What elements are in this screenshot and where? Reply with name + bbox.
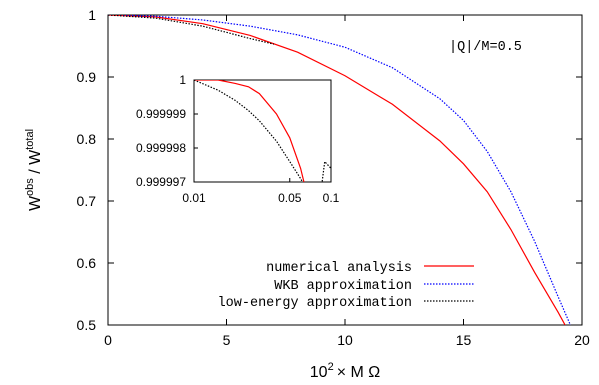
charge-ratio-annotation: |Q|/M=0.5 xyxy=(449,40,522,55)
main-y-tick-label: 0.9 xyxy=(77,69,97,85)
main-x-tick-label: 20 xyxy=(574,332,590,348)
main-x-tick-label: 15 xyxy=(456,332,472,348)
inset-plot-frame xyxy=(193,79,332,183)
inset-x-tick-label: 0.05 xyxy=(278,191,302,205)
main-y-tick-label: 0.6 xyxy=(77,255,97,271)
main-plot-lines xyxy=(108,15,572,325)
inset-y-tick-label: 0.999997 xyxy=(136,175,186,189)
inset-series-line-1 xyxy=(194,80,331,182)
inset-y-tick-label: 0.999998 xyxy=(136,141,186,155)
x-axis-label: 102 × M Ω xyxy=(310,361,380,381)
main-y-tick-label: 0.8 xyxy=(77,131,97,147)
inset-plot-lines xyxy=(194,80,331,182)
inset-y-tick-label: 1 xyxy=(179,73,186,87)
inset-y-tick-label: 0.999999 xyxy=(136,107,186,121)
inset-axis-ticks: 0.01 0.05 0.1 0.999997 0.999998 0.999999 1 xyxy=(136,73,340,205)
legend: numerical analysis WKB approximation low… xyxy=(218,261,474,311)
legend-label-low-energy: low-energy approximation xyxy=(218,296,412,311)
main-x-tick-label: 5 xyxy=(223,332,231,348)
inset-x-tick-label: 0.01 xyxy=(182,191,206,205)
inset-series-line-0 xyxy=(194,80,325,182)
legend-label-numerical: numerical analysis xyxy=(266,261,412,276)
main-y-tick-label: 0.7 xyxy=(77,193,97,209)
main-series-line-0 xyxy=(108,15,566,325)
main-y-tick-label: 0.5 xyxy=(77,317,97,333)
y-axis-label: Wobs / Wtotal xyxy=(24,129,44,211)
main-series-line-1 xyxy=(108,15,572,325)
main-axis-ticks: 0 5 10 15 20 0.5 0.6 0.7 0.8 0.9 1 xyxy=(77,7,590,348)
main-series-line-2 xyxy=(108,15,275,45)
inset-x-tick-label: 0.1 xyxy=(323,191,340,205)
main-x-tick-label: 10 xyxy=(337,332,353,348)
main-x-tick-label: 0 xyxy=(104,332,112,348)
legend-label-wkb: WKB approximation xyxy=(274,279,412,294)
main-y-tick-label: 1 xyxy=(88,7,96,23)
